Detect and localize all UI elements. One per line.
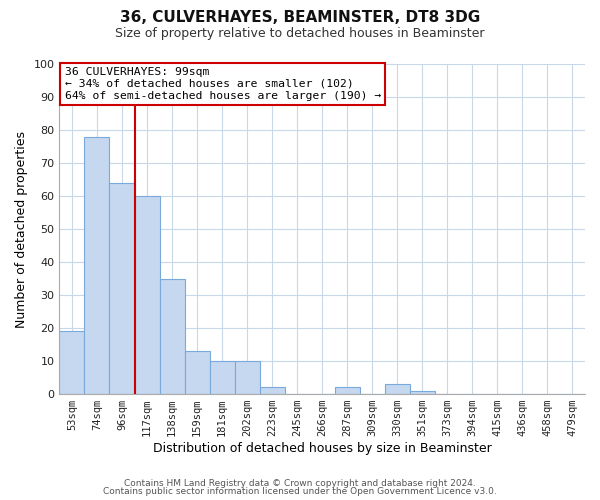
Bar xyxy=(385,384,410,394)
Bar xyxy=(235,361,260,394)
Bar xyxy=(160,278,185,394)
Text: 36 CULVERHAYES: 99sqm
← 34% of detached houses are smaller (102)
64% of semi-det: 36 CULVERHAYES: 99sqm ← 34% of detached … xyxy=(65,68,381,100)
Bar xyxy=(59,332,85,394)
Text: Size of property relative to detached houses in Beaminster: Size of property relative to detached ho… xyxy=(115,28,485,40)
Bar xyxy=(134,196,160,394)
Bar xyxy=(185,351,209,394)
Text: Contains public sector information licensed under the Open Government Licence v3: Contains public sector information licen… xyxy=(103,487,497,496)
Bar xyxy=(335,388,360,394)
X-axis label: Distribution of detached houses by size in Beaminster: Distribution of detached houses by size … xyxy=(153,442,491,455)
Text: Contains HM Land Registry data © Crown copyright and database right 2024.: Contains HM Land Registry data © Crown c… xyxy=(124,478,476,488)
Bar xyxy=(260,388,284,394)
Bar xyxy=(85,136,109,394)
Bar xyxy=(209,361,235,394)
Y-axis label: Number of detached properties: Number of detached properties xyxy=(15,130,28,328)
Text: 36, CULVERHAYES, BEAMINSTER, DT8 3DG: 36, CULVERHAYES, BEAMINSTER, DT8 3DG xyxy=(120,10,480,25)
Bar xyxy=(109,183,134,394)
Bar xyxy=(410,391,435,394)
